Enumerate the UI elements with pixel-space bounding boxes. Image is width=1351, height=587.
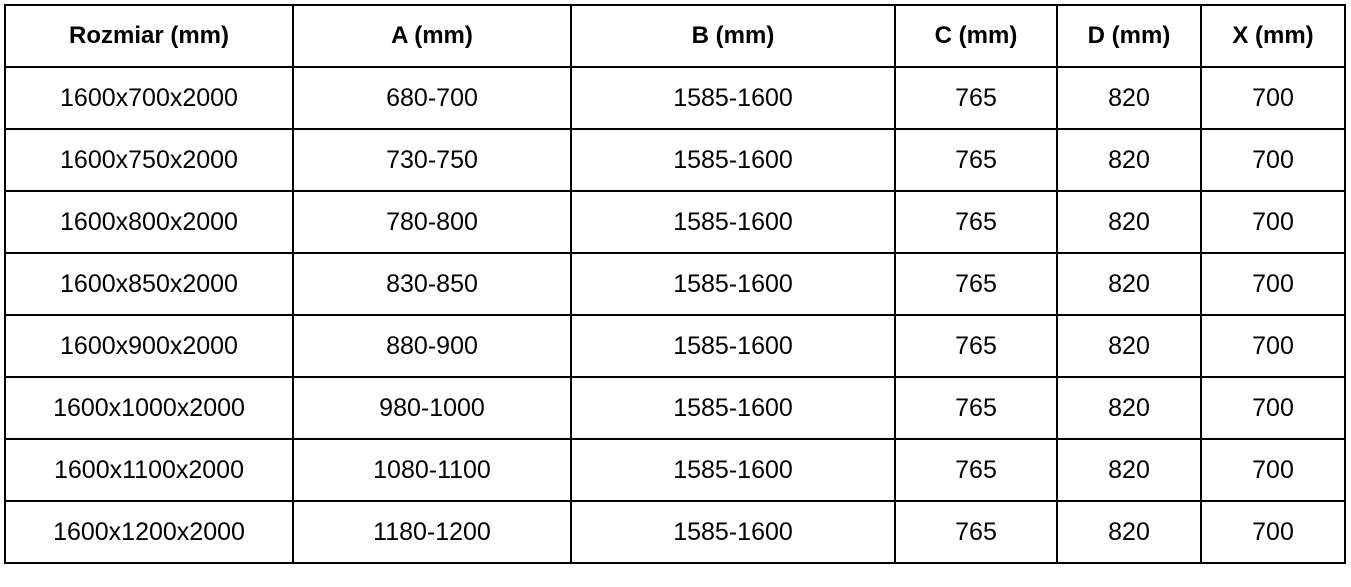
cell-c: 765: [894, 314, 1058, 378]
cell-size: 1600x900x2000: [4, 314, 294, 378]
column-header-x: X (mm): [1200, 4, 1346, 68]
header-row: Rozmiar (mm) A (mm) B (mm) C (mm) D (mm) X (m…: [4, 4, 1346, 68]
cell-d: 820: [1056, 252, 1202, 316]
cell-b: 1585-1600: [570, 438, 896, 502]
cell-b: 1585-1600: [570, 252, 896, 316]
cell-x: 700: [1200, 376, 1346, 440]
cell-x: 700: [1200, 252, 1346, 316]
cell-b: 1585-1600: [570, 66, 896, 130]
cell-c: 765: [894, 500, 1058, 564]
cell-size: 1600x1100x2000: [4, 438, 294, 502]
cell-d: 820: [1056, 500, 1202, 564]
cell-c: 765: [894, 128, 1058, 192]
table-row: 1600x800x2000 780-800 1585-1600 765 820 700: [4, 190, 1346, 254]
cell-d: 820: [1056, 376, 1202, 440]
cell-a: 880-900: [292, 314, 572, 378]
cell-x: 700: [1200, 190, 1346, 254]
cell-x: 700: [1200, 500, 1346, 564]
table-row: 1600x900x2000 880-900 1585-1600 765 820 700: [4, 314, 1346, 378]
cell-a: 680-700: [292, 66, 572, 130]
cell-x: 700: [1200, 314, 1346, 378]
cell-c: 765: [894, 438, 1058, 502]
cell-size: 1600x1000x2000: [4, 376, 294, 440]
column-header-d: D (mm): [1056, 4, 1202, 68]
cell-a: 980-1000: [292, 376, 572, 440]
table-row: 1600x850x2000 830-850 1585-1600 765 820 700: [4, 252, 1346, 316]
cell-d: 820: [1056, 66, 1202, 130]
table-row: 1600x1100x2000 1080-1100 1585-1600 765 820 70…: [4, 438, 1346, 502]
cell-size: 1600x750x2000: [4, 128, 294, 192]
cell-b: 1585-1600: [570, 128, 896, 192]
cell-size: 1600x800x2000: [4, 190, 294, 254]
cell-c: 765: [894, 190, 1058, 254]
cell-d: 820: [1056, 438, 1202, 502]
cell-a: 730-750: [292, 128, 572, 192]
cell-b: 1585-1600: [570, 376, 896, 440]
table-row: 1600x700x2000 680-700 1585-1600 765 820 700: [4, 66, 1346, 130]
cell-size: 1600x850x2000: [4, 252, 294, 316]
column-header-size: Rozmiar (mm): [4, 4, 294, 68]
cell-x: 700: [1200, 438, 1346, 502]
column-header-a: A (mm): [292, 4, 572, 68]
dimensions-table: Rozmiar (mm) A (mm) B (mm) C (mm) D (mm) X (m…: [4, 4, 1346, 564]
column-header-c: C (mm): [894, 4, 1058, 68]
cell-b: 1585-1600: [570, 190, 896, 254]
table-row: 1600x750x2000 730-750 1585-1600 765 820 700: [4, 128, 1346, 192]
cell-c: 765: [894, 376, 1058, 440]
table-row: 1600x1200x2000 1180-1200 1585-1600 765 820 70…: [4, 500, 1346, 564]
cell-d: 820: [1056, 314, 1202, 378]
cell-d: 820: [1056, 190, 1202, 254]
cell-b: 1585-1600: [570, 500, 896, 564]
table-row: 1600x1000x2000 980-1000 1585-1600 765 820 700: [4, 376, 1346, 440]
cell-x: 700: [1200, 66, 1346, 130]
cell-b: 1585-1600: [570, 314, 896, 378]
cell-a: 780-800: [292, 190, 572, 254]
cell-a: 1080-1100: [292, 438, 572, 502]
column-header-b: B (mm): [570, 4, 896, 68]
cell-a: 1180-1200: [292, 500, 572, 564]
cell-c: 765: [894, 252, 1058, 316]
cell-size: 1600x1200x2000: [4, 500, 294, 564]
cell-a: 830-850: [292, 252, 572, 316]
cell-size: 1600x700x2000: [4, 66, 294, 130]
cell-x: 700: [1200, 128, 1346, 192]
cell-c: 765: [894, 66, 1058, 130]
cell-d: 820: [1056, 128, 1202, 192]
